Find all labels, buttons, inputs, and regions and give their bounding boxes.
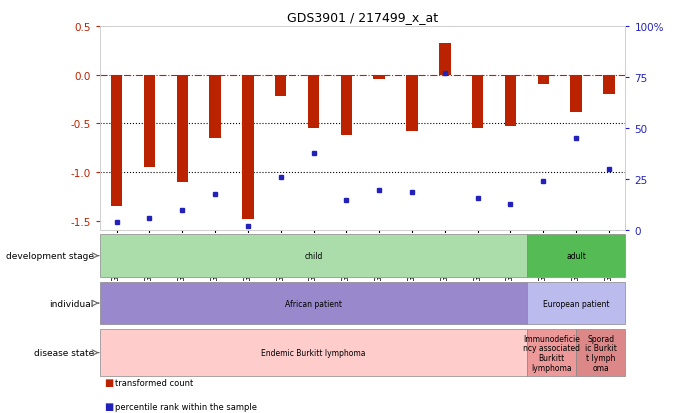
Text: ■: ■ — [104, 401, 113, 411]
Text: Endemic Burkitt lymphoma: Endemic Burkitt lymphoma — [261, 348, 366, 357]
Text: transformed count: transformed count — [115, 378, 193, 387]
Bar — [527, 330, 576, 376]
Bar — [307, 76, 319, 129]
Text: Sporad
ic Burkit
t lymph
oma: Sporad ic Burkit t lymph oma — [585, 334, 616, 372]
Bar — [504, 76, 516, 127]
Bar — [576, 330, 625, 376]
Bar — [439, 44, 451, 76]
Text: ■: ■ — [104, 377, 113, 387]
Bar — [144, 76, 155, 168]
Text: individual: individual — [50, 299, 94, 308]
Text: percentile rank within the sample: percentile rank within the sample — [115, 402, 257, 411]
Text: disease state: disease state — [34, 348, 94, 357]
Text: adult: adult — [566, 252, 586, 261]
Bar — [406, 76, 418, 132]
Bar — [341, 76, 352, 136]
Bar — [527, 235, 625, 277]
Text: European patient: European patient — [543, 299, 609, 308]
Bar — [209, 76, 221, 139]
Bar — [472, 76, 484, 129]
Bar — [275, 76, 287, 97]
Text: African patient: African patient — [285, 299, 342, 308]
Bar — [100, 330, 527, 376]
Text: development stage: development stage — [6, 252, 94, 261]
Bar — [176, 76, 188, 183]
Bar — [242, 76, 254, 219]
Bar — [373, 76, 385, 80]
Bar — [538, 76, 549, 85]
Text: Immunodeficie
ncy associated
Burkitt
lymphoma: Immunodeficie ncy associated Burkitt lym… — [523, 334, 580, 372]
Bar — [111, 76, 122, 206]
Bar — [603, 76, 615, 95]
Title: GDS3901 / 217499_x_at: GDS3901 / 217499_x_at — [287, 11, 438, 24]
Bar — [570, 76, 582, 112]
Bar — [100, 235, 527, 277]
Text: child: child — [304, 252, 323, 261]
Bar — [527, 282, 625, 325]
Bar — [100, 282, 527, 325]
